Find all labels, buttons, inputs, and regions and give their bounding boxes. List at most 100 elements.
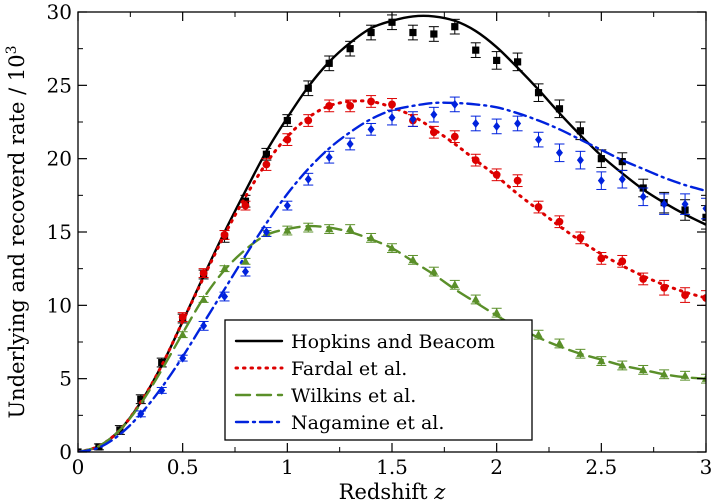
data-point	[492, 170, 501, 179]
legend-item-wilkins-et-al: Wilkins et al.	[234, 385, 416, 407]
data-point	[304, 174, 312, 184]
data-point	[430, 30, 438, 38]
x-tick-label: 0	[72, 455, 85, 479]
data-point	[472, 46, 480, 54]
x-tick-label: 3	[700, 455, 712, 479]
data-point	[493, 121, 501, 131]
legend-label: Hopkins and Beacom	[291, 331, 495, 353]
data-point	[220, 231, 229, 239]
data-point	[387, 243, 397, 252]
data-point	[702, 204, 706, 214]
data-point	[555, 105, 564, 113]
series-fardal-et-al	[78, 95, 706, 452]
data-point	[137, 409, 145, 419]
data-point	[471, 156, 480, 165]
legend: Hopkins and Beacom Fardal et al. Wilkins e…	[224, 319, 533, 441]
data-point	[576, 127, 584, 135]
x-tick-label: 1	[281, 455, 294, 479]
data-point	[220, 264, 229, 272]
data-point	[158, 385, 166, 395]
data-point	[555, 217, 564, 226]
y-tick-label: 25	[47, 73, 72, 97]
series-layer	[78, 14, 706, 452]
data-point	[702, 213, 706, 221]
data-point	[367, 28, 375, 37]
data-point	[199, 269, 208, 277]
data-point	[535, 135, 543, 145]
data-point	[262, 150, 270, 158]
data-point	[555, 148, 563, 158]
data-point	[430, 110, 438, 120]
data-point	[514, 118, 522, 128]
data-point	[283, 135, 292, 144]
x-tick-label: 1.5	[376, 455, 408, 479]
data-point	[345, 224, 355, 233]
data-point	[221, 292, 229, 302]
data-point	[325, 152, 333, 162]
data-point	[179, 353, 187, 363]
x-tick-label: 0.5	[167, 455, 199, 479]
data-point	[597, 155, 605, 163]
error-bar	[701, 197, 706, 220]
data-point	[514, 58, 522, 66]
data-point	[178, 313, 187, 321]
x-tick-label: 2	[490, 455, 503, 479]
error-bar	[701, 373, 706, 384]
data-point	[388, 113, 396, 123]
y-tick-label: 20	[47, 147, 72, 171]
data-point	[534, 89, 543, 97]
data-point	[304, 84, 312, 92]
data-point	[639, 275, 648, 283]
data-point	[137, 395, 145, 403]
y-tick-label: 10	[47, 293, 72, 317]
data-point	[576, 349, 585, 357]
data-point	[493, 56, 501, 64]
data-point	[618, 158, 626, 166]
data-point	[241, 201, 250, 210]
data-point	[346, 139, 354, 149]
data-point	[576, 233, 585, 242]
data-point	[367, 124, 375, 134]
data-point	[597, 254, 606, 263]
data-point	[534, 203, 543, 211]
data-point	[618, 174, 626, 184]
data-point	[680, 371, 690, 379]
data-point	[618, 257, 627, 266]
data-point	[576, 155, 584, 165]
y-tick-label: 15	[47, 220, 72, 244]
data-point	[262, 227, 270, 237]
data-point	[408, 255, 418, 264]
data-point	[429, 267, 439, 275]
legend-item-fardal-et-al: Fardal et al.	[234, 358, 407, 380]
data-point	[702, 294, 706, 302]
data-point	[660, 199, 668, 209]
data-point	[346, 101, 355, 110]
data-point	[618, 360, 627, 369]
legend-label: Wilkins et al.	[291, 385, 416, 407]
data-point	[241, 267, 249, 277]
data-point	[78, 448, 82, 452]
data-point	[472, 118, 480, 128]
data-point	[200, 321, 208, 331]
data-point	[304, 223, 313, 231]
data-point	[388, 18, 396, 26]
data-point	[639, 192, 647, 202]
data-point	[178, 330, 187, 338]
data-point	[659, 369, 669, 378]
data-point	[451, 99, 459, 109]
data-point	[555, 338, 564, 347]
x-tick-label: 2.5	[585, 455, 617, 479]
legend-label: Nagamine et al.	[291, 412, 444, 434]
data-point	[262, 160, 271, 169]
y-tick-label: 5	[59, 367, 72, 391]
data-point	[325, 59, 333, 67]
data-point	[241, 256, 250, 265]
legend-label: Fardal et al.	[291, 358, 407, 380]
data-point	[492, 308, 501, 316]
data-point	[283, 226, 292, 234]
y-tick-label: 30	[47, 0, 72, 24]
error-bar	[701, 205, 706, 230]
data-point	[513, 176, 522, 185]
